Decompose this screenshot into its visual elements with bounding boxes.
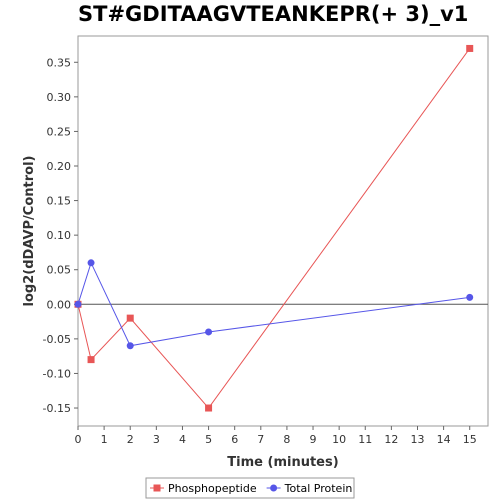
legend-total-protein-label: Total Protein — [284, 482, 353, 495]
x-tick-label: 12 — [384, 433, 398, 446]
y-tick-label: 0.30 — [47, 91, 72, 104]
total-protein-point — [126, 342, 134, 350]
y-axis-label: log2(dDAVP/Control) — [22, 156, 37, 307]
legend-box — [145, 477, 355, 499]
y-tick-label: 0.20 — [47, 160, 72, 173]
phosphopeptide-point — [126, 314, 134, 322]
legend-phosphopeptide-label: Phosphopeptide — [168, 482, 257, 495]
x-tick-label: 9 — [310, 433, 317, 446]
x-tick-label: 10 — [332, 433, 346, 446]
total-protein-point — [74, 300, 82, 308]
legend-total-protein-marker — [270, 484, 278, 492]
x-tick-label: 2 — [127, 433, 134, 446]
phosphopeptide-point — [466, 44, 474, 52]
y-tick-label: -0.15 — [43, 402, 71, 415]
x-tick-label: 15 — [463, 433, 477, 446]
y-tick-label: 0.10 — [47, 229, 72, 242]
x-tick-label: 11 — [358, 433, 372, 446]
y-tick-label: 0.15 — [47, 195, 72, 208]
x-tick-label: 6 — [231, 433, 238, 446]
x-tick-label: 14 — [437, 433, 451, 446]
legend-phosphopeptide-marker — [153, 484, 161, 492]
x-tick-label: 1 — [101, 433, 108, 446]
chart-title: ST#GDITAAGVTEANKEPR(+ 3)_v1 — [78, 2, 469, 26]
phosphopeptide-point — [87, 356, 95, 364]
x-tick-label: 5 — [205, 433, 212, 446]
x-tick-label: 13 — [410, 433, 424, 446]
total-protein-point — [205, 328, 213, 336]
y-tick-label: -0.05 — [43, 333, 71, 346]
x-tick-label: 3 — [153, 433, 160, 446]
legend: Phosphopeptide Total Protein — [145, 477, 355, 499]
x-tick-label: 0 — [75, 433, 82, 446]
x-axis-label: Time (minutes) — [227, 455, 338, 470]
x-tick-label: 8 — [283, 433, 290, 446]
y-tick-label: 0.25 — [47, 125, 72, 138]
y-tick-label: 0.35 — [47, 56, 72, 69]
x-tick-label: 4 — [179, 433, 186, 446]
total-protein-point — [87, 259, 95, 267]
y-tick-label: -0.10 — [43, 367, 71, 380]
x-tick-label: 7 — [257, 433, 264, 446]
y-tick-label: 0.00 — [47, 298, 72, 311]
y-tick-label: 0.05 — [47, 264, 72, 277]
phosphopeptide-point — [205, 404, 213, 412]
plot-area — [77, 35, 489, 427]
total-protein-point — [466, 293, 474, 301]
